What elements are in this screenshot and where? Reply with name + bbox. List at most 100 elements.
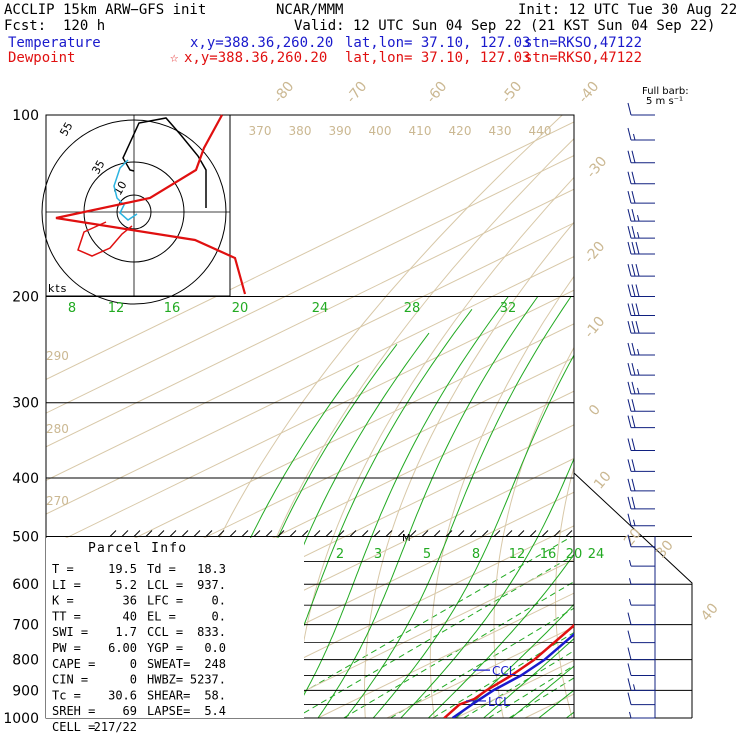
barb-half-flag: [637, 231, 640, 239]
parcel-value: 30.6: [108, 688, 137, 702]
barb-flag: [627, 415, 632, 428]
barb-flag: [627, 209, 632, 222]
theta-tick-label: 410: [409, 124, 432, 138]
isotherm-tick-label: -10: [581, 314, 608, 342]
barb-half-flag: [637, 348, 640, 356]
hatch-mark: [205, 530, 213, 537]
parcel-label: SHEAR=: [147, 688, 190, 702]
pressure-tick-label: 100: [12, 108, 39, 124]
hatch-mark: [289, 530, 297, 537]
hatch-mark: [553, 530, 561, 537]
moist-adiabat-line: [566, 711, 574, 718]
parcel-value: 1.7: [115, 625, 137, 639]
parcel-value: 937.: [197, 578, 226, 592]
pressure-tick-label: 1000: [3, 711, 39, 727]
mixing-ratio-label: 8: [68, 301, 76, 316]
barb-flag: [631, 478, 636, 491]
theta-tick-label: 420: [449, 124, 472, 138]
temperature-latlon: lat,lon= 37.10, 127.03: [345, 35, 531, 51]
isotherm-line: [46, 323, 574, 582]
parcel-value: 69: [123, 704, 137, 718]
isotherm-line: [46, 222, 574, 481]
barb-flag: [635, 263, 640, 277]
wind-barb: [627, 647, 655, 661]
parcel-value: 248: [204, 657, 226, 671]
isotherm-tick-label: -80: [270, 79, 297, 107]
parcel-label: HWBZ=: [147, 673, 183, 687]
wind-barb: [627, 415, 655, 429]
parcel-label: CAPE =: [52, 657, 95, 671]
mixing-ratio-label: 20: [566, 547, 583, 562]
parcel-value: 0.0: [204, 641, 226, 655]
parcel-info-box: [46, 538, 304, 718]
wind-barb: [627, 190, 655, 204]
barb-half-flag: [637, 368, 640, 376]
parcel-value: 5.2: [115, 578, 137, 592]
barb-flag: [631, 438, 636, 451]
barb-flag: [627, 241, 632, 255]
theta-tick-label: 380: [289, 124, 312, 138]
barb-flag: [627, 284, 632, 297]
parcel-label: EL =: [147, 609, 176, 623]
isotherm-tick-label: 40: [698, 600, 722, 624]
theta-tick-label: 440: [529, 124, 552, 138]
parcel-value: 217/22: [94, 720, 137, 734]
barb-legend-value: 5 m s⁻¹: [646, 96, 683, 107]
barb-flag: [631, 303, 636, 316]
barb-flag: [627, 303, 632, 316]
barb-flag: [627, 612, 632, 625]
hodograph-ring: [116, 194, 152, 230]
hatch-mark: [481, 530, 489, 537]
parcel-label: SWEAT=: [147, 657, 190, 671]
wind-barb: [627, 150, 655, 164]
wind-barb: [627, 284, 655, 298]
hatch-mark: [301, 530, 309, 537]
barb-legend-title: Full barb:: [642, 86, 689, 97]
barb-flag: [635, 284, 640, 297]
mixing-ratio-label: 24: [312, 301, 329, 316]
parcel-value: 58.: [204, 688, 226, 702]
wind-barb: [627, 381, 655, 395]
dry-adiabat-line: [729, 115, 740, 718]
hatch-mark: [445, 530, 453, 537]
parcel-value: 40: [123, 609, 137, 623]
lcl-label: LCL: [488, 695, 510, 709]
hatch-mark: [313, 530, 321, 537]
parcel-info-title: Parcel Info: [88, 541, 187, 556]
theta-tick-label: 390: [329, 124, 352, 138]
isotherm-line: [46, 289, 574, 549]
isotherm-line: [46, 255, 574, 515]
init-time: Init: 12 UTC Tue 30 Aug 22: [518, 2, 738, 18]
barb-flag: [631, 241, 636, 255]
hatch-mark: [397, 530, 405, 537]
hodograph-frame: [45, 114, 231, 297]
parcel-label: LCL =: [147, 578, 183, 592]
parcel-value: 0.: [212, 594, 226, 608]
barb-flag: [631, 415, 636, 428]
mixing-ratio-label: 28: [404, 301, 421, 316]
barb-flag: [635, 241, 640, 255]
hatch-mark: [541, 530, 549, 537]
star-icon: ☆: [170, 50, 179, 66]
wind-barb: [627, 342, 655, 356]
isotherm-line: [46, 121, 574, 381]
pressure-tick-label: 800: [12, 653, 39, 669]
barb-flag: [627, 438, 632, 451]
parcel-label: LFC =: [147, 594, 183, 608]
barb-flag: [627, 692, 632, 705]
mixing-ratio-label: 3: [374, 547, 382, 562]
hatch-mark: [217, 530, 225, 537]
wind-barb: [627, 438, 655, 451]
hodograph-units-label: kts: [48, 282, 67, 295]
wind-barb: [627, 127, 655, 141]
hodograph-upper-trace: [122, 117, 207, 208]
hatch-mark: [253, 530, 261, 537]
hatch-mark: [241, 530, 249, 537]
hatch-mark: [469, 530, 477, 537]
hodograph-ring-label: 55: [57, 120, 75, 139]
theta-tick-label: 290: [46, 349, 69, 363]
wind-barb: [629, 560, 655, 567]
wind-barb: [629, 599, 655, 606]
pressure-tick-label: 700: [12, 618, 39, 634]
hatch-mark: [277, 530, 285, 537]
